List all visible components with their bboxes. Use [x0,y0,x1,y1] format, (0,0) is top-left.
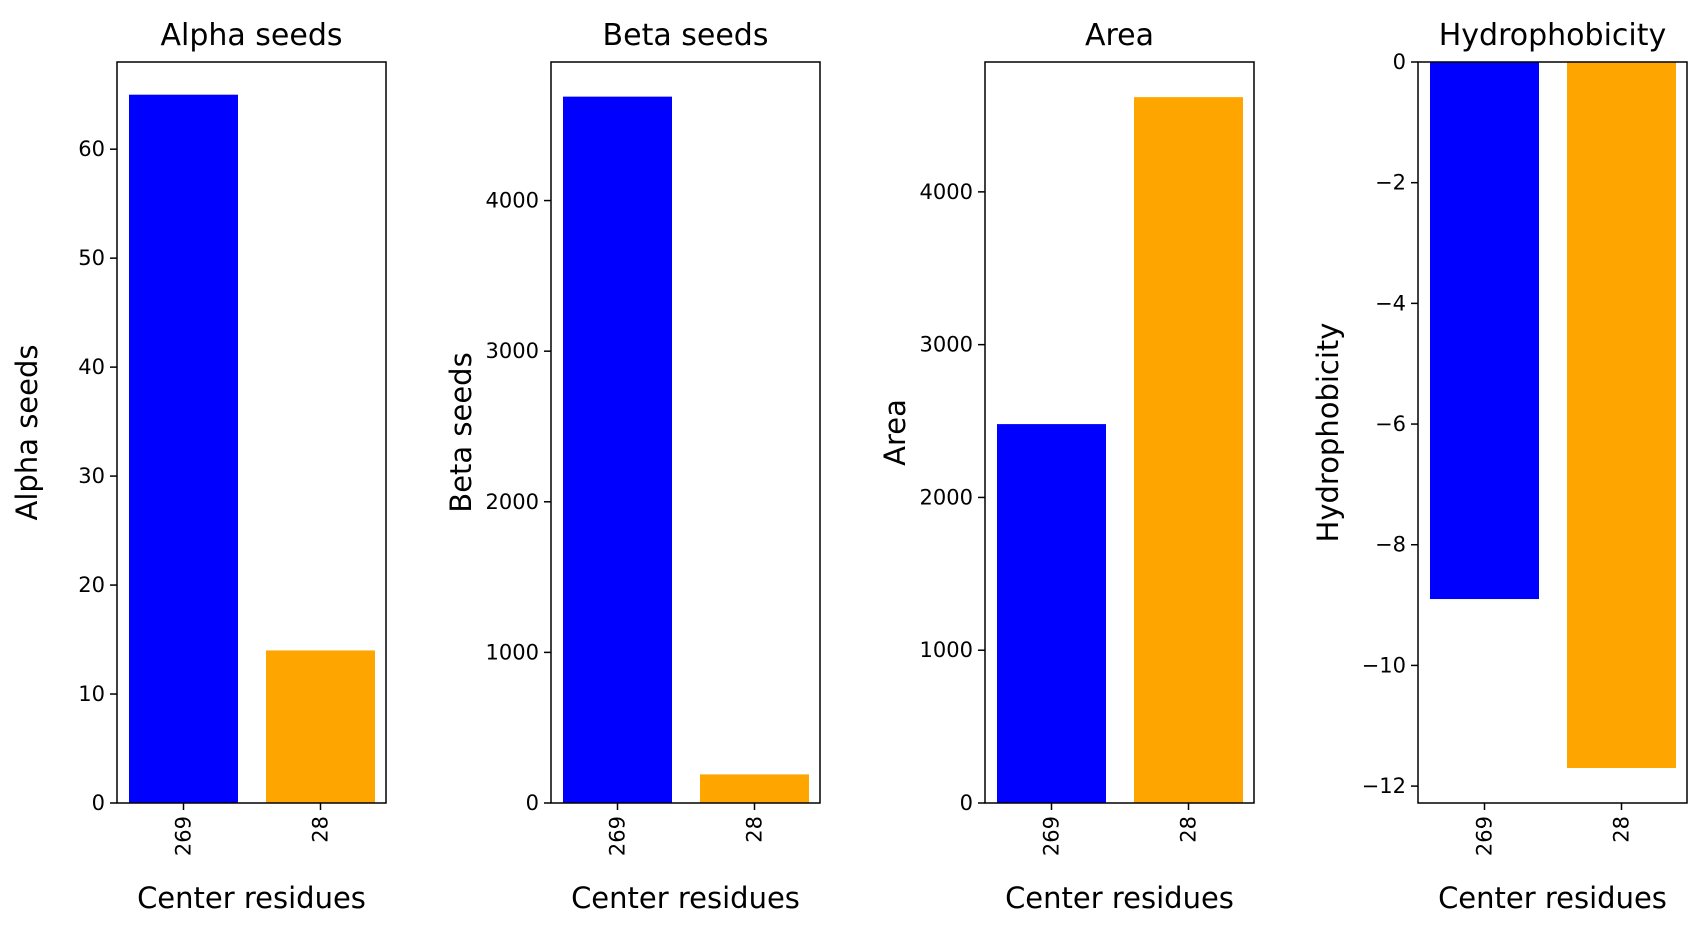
x-axis-title: Center residues [1005,881,1234,915]
y-tick-label: 60 [78,137,105,161]
y-axis-title: Hydrophobicity [1311,323,1345,543]
axes-frame [550,61,821,804]
y-tick-label: −12 [1362,774,1406,798]
x-tick-label-269: 269 [1473,816,1497,856]
panel-title: Hydrophobicity [1439,18,1667,53]
y-tick-label: 40 [78,355,105,379]
y-tick-label: 4000 [920,180,973,204]
y-tick-label: 2000 [920,485,973,509]
y-tick-label: 10 [78,682,105,706]
bar-269 [1430,62,1539,600]
y-tick-label: 2000 [486,490,539,514]
panel-alpha-seeds: Alpha seeds Alpha seeds Center residues … [10,18,387,915]
bar-28 [1134,97,1243,804]
bar-28 [266,650,375,803]
x-tick-label-269: 269 [172,816,196,856]
x-axis-title: Center residues [137,881,366,915]
y-tick-label: 0 [1393,50,1406,74]
y-tick-label: −4 [1375,291,1406,315]
panel-title: Alpha seeds [160,18,342,53]
axes-frame [984,61,1255,804]
bar-28 [1567,62,1676,769]
panel-beta-seeds: Beta seeds Beta seeds Center residues 0 1… [444,18,821,915]
bar-269 [997,424,1106,803]
bar-269 [129,94,238,804]
y-tick-label: 4000 [486,189,539,213]
y-tick-label: 1000 [486,640,539,664]
y-tick-label: 3000 [920,333,973,357]
y-tick-label: −8 [1375,533,1406,557]
y-tick-label: −6 [1375,412,1406,436]
y-axis-title: Beta seeds [444,352,478,512]
panel-title: Area [1085,18,1154,53]
y-tick-label: −10 [1362,653,1406,677]
y-tick-label: 0 [526,791,539,815]
bar-269 [563,96,672,803]
y-tick-label: 3000 [486,339,539,363]
x-tick-label-28: 28 [1610,816,1634,843]
y-axis-title: Area [878,399,912,466]
x-tick-label-28: 28 [309,816,333,843]
axes-frame [116,61,387,804]
y-tick-label: 1000 [920,638,973,662]
panel-hydrophobicity: Hydrophobicity Hydrophobicity Center res… [1311,18,1688,915]
y-tick-label: 0 [960,791,973,815]
panel-area: Area Area Center residues 0 1000 2000 3000 4… [878,18,1255,915]
x-tick-label-269: 269 [606,816,630,856]
panel-title: Beta seeds [603,18,769,53]
x-tick-label-28: 28 [1177,816,1201,843]
x-tick-label-28: 28 [743,816,767,843]
x-axis-title: Center residues [1438,881,1667,915]
bar-28 [700,774,809,803]
y-tick-label: −2 [1375,171,1406,195]
y-tick-label: 20 [78,573,105,597]
x-tick-label-269: 269 [1040,816,1064,856]
y-axis-title: Alpha seeds [10,345,44,521]
y-tick-label: 30 [78,464,105,488]
y-tick-label: 50 [78,246,105,270]
x-axis-title: Center residues [571,881,800,915]
axes-frame [1417,61,1688,804]
y-tick-label: 0 [92,791,105,815]
